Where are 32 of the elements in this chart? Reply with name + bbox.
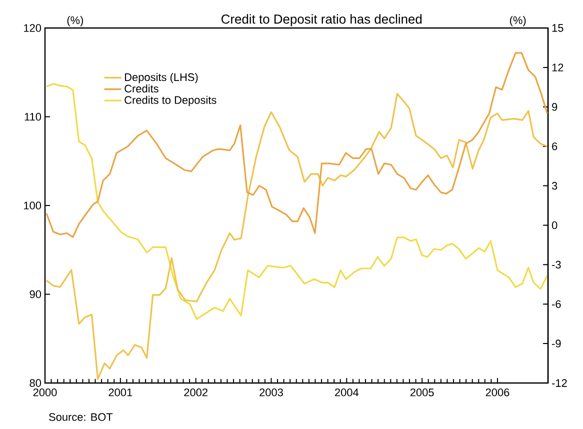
- x-tick-label: 2001: [108, 388, 132, 396]
- line-series: [46, 52, 548, 238]
- y2-tick-label: 12: [552, 64, 564, 72]
- y-tick-label: 110: [24, 112, 42, 121]
- y-tick-label: 120: [24, 24, 42, 32]
- legend-label: Credits to Deposits: [124, 96, 216, 106]
- y2-tick-label: -6: [552, 300, 561, 308]
- y2-tick-label: 3: [552, 182, 558, 190]
- x-tick-label: 2003: [260, 388, 283, 396]
- y2-tick-label: -9: [552, 340, 561, 348]
- x-tick-label: 2000: [33, 388, 57, 396]
- line-series: [46, 92, 548, 380]
- y2-tick-label: 0: [552, 221, 558, 230]
- y-axis-title: (%): [67, 16, 84, 26]
- x-tick-label: 2004: [335, 388, 359, 396]
- x-tick-label: 2006: [486, 388, 510, 396]
- x-tick-label: 2002: [184, 388, 208, 396]
- legend-label: Credits: [124, 84, 158, 92]
- y-tick-label: 80: [30, 379, 42, 387]
- y2-tick-label: -12: [552, 379, 567, 387]
- y-tick-label: 100: [24, 202, 42, 210]
- x-tick-label: 2005: [410, 388, 434, 396]
- y2-axis-title: (%): [510, 16, 526, 26]
- legend-label: Deposits (LHS): [125, 73, 198, 84]
- line-series: [46, 83, 548, 320]
- y2-tick-label: 15: [552, 24, 564, 32]
- y2-tick-label: 9: [552, 103, 558, 111]
- chart-title: Credit to Deposit ratio has declined: [222, 14, 422, 26]
- y2-tick-label: 6: [552, 142, 558, 150]
- y2-tick-label: -3: [552, 260, 561, 269]
- source-note: Source: BOT: [49, 413, 113, 421]
- y-tick-label: 90: [30, 290, 42, 298]
